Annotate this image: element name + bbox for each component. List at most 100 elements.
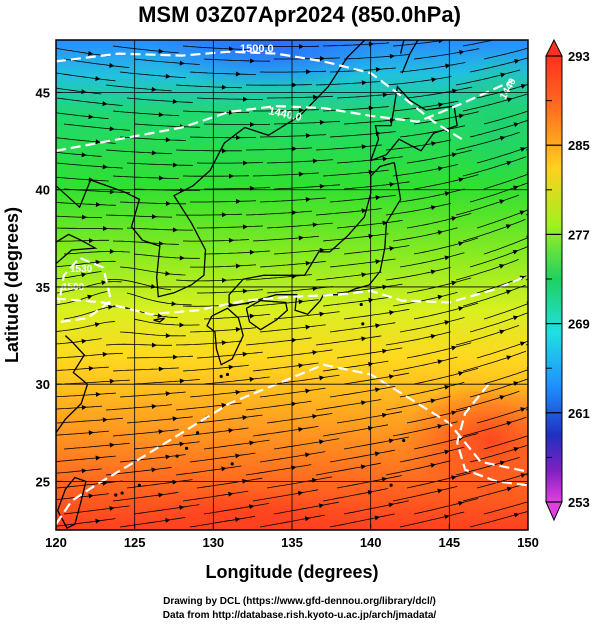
streamline xyxy=(476,83,528,99)
y-tick-label: 35 xyxy=(36,280,50,295)
streamline-arrow xyxy=(430,398,436,404)
island xyxy=(120,491,124,495)
streamline xyxy=(182,364,249,372)
streamline xyxy=(329,322,396,333)
streamline xyxy=(462,416,527,437)
streamline-arrow xyxy=(242,288,248,294)
streamline-arrow xyxy=(444,320,450,326)
streamline-arrow xyxy=(438,102,444,108)
streamline xyxy=(343,54,410,60)
streamline-arrow xyxy=(595,297,599,302)
streamline xyxy=(533,26,596,46)
streamline-arrow xyxy=(582,118,588,123)
streamline xyxy=(56,321,116,332)
height-contour xyxy=(456,383,528,487)
streamline-arrow xyxy=(298,43,304,49)
streamline-arrow xyxy=(437,294,444,300)
streamline xyxy=(533,88,595,111)
streamline xyxy=(63,379,130,385)
streamline xyxy=(392,291,458,307)
streamline xyxy=(455,132,520,151)
streamline-arrow xyxy=(242,351,248,357)
streamline xyxy=(385,266,451,281)
streamline-arrow xyxy=(505,289,512,295)
x-tick-label: 125 xyxy=(124,535,146,550)
streamline xyxy=(462,350,527,372)
lat-lon-grid xyxy=(56,40,528,530)
streamline-arrow xyxy=(249,58,255,64)
streamline-arrow xyxy=(594,231,599,236)
streamline xyxy=(119,266,186,276)
streamline xyxy=(203,123,271,125)
streamline-arrow xyxy=(108,304,114,310)
streamline xyxy=(203,503,270,515)
streamline-arrow xyxy=(581,311,587,316)
streamline xyxy=(455,69,521,86)
streamline-arrow xyxy=(431,77,437,83)
streamline-arrow xyxy=(568,392,574,397)
colorbar-tick-label: 269 xyxy=(568,317,590,332)
streamline-arrow xyxy=(576,485,582,490)
streamline-arrow xyxy=(228,491,234,497)
streamline xyxy=(413,174,479,190)
streamline-arrow xyxy=(589,404,595,409)
streamline xyxy=(322,488,388,502)
streamline xyxy=(189,515,256,528)
streamline-arrow xyxy=(305,452,311,458)
streamline-arrow xyxy=(291,401,297,407)
streamline xyxy=(105,149,172,154)
streamline-arrow xyxy=(179,255,185,261)
streamline xyxy=(119,331,186,337)
island xyxy=(184,446,189,450)
streamline-arrow xyxy=(368,105,374,111)
streamline xyxy=(56,201,116,206)
streamline xyxy=(329,131,396,138)
streamline-arrow xyxy=(165,270,171,276)
streamline xyxy=(399,446,465,463)
streamline xyxy=(266,413,333,424)
streamline xyxy=(56,47,109,57)
streamline xyxy=(483,47,528,60)
streamline xyxy=(126,97,193,103)
streamline-arrow xyxy=(88,430,94,436)
streamline xyxy=(175,402,242,411)
streamline xyxy=(385,202,451,216)
streamline-arrow xyxy=(499,395,506,400)
streamline-arrow xyxy=(444,384,450,390)
streamline xyxy=(533,279,593,307)
coastline xyxy=(370,85,458,162)
streamline xyxy=(126,355,194,359)
colorbar-top-arrow xyxy=(545,38,563,57)
streamline-arrow xyxy=(242,224,248,230)
streamline xyxy=(245,337,312,346)
streamline xyxy=(399,125,466,138)
streamline xyxy=(399,381,465,398)
streamline xyxy=(329,194,396,203)
streamline-arrow xyxy=(172,354,178,360)
streamline-arrow xyxy=(437,230,444,236)
streamline-arrow xyxy=(221,402,227,408)
streamline xyxy=(189,71,256,75)
streamline-arrow xyxy=(158,112,164,118)
streamline-arrow xyxy=(375,195,381,201)
streamline-arrow xyxy=(81,272,87,278)
streamline xyxy=(252,235,319,242)
streamline-arrow xyxy=(573,219,579,224)
streamline xyxy=(385,76,452,86)
streamline-arrow xyxy=(151,214,157,220)
streamline xyxy=(204,187,271,190)
streamline-arrow xyxy=(513,447,520,452)
streamline-arrow xyxy=(102,417,108,423)
streamline xyxy=(336,156,403,164)
streamline xyxy=(259,514,325,528)
streamline-arrow xyxy=(298,235,304,241)
streamline xyxy=(266,159,333,164)
streamline-arrow xyxy=(513,122,520,128)
streamline xyxy=(56,430,109,436)
streamline xyxy=(112,492,179,502)
streamline-arrow xyxy=(506,160,512,166)
streamline xyxy=(252,426,319,437)
streamline xyxy=(259,197,326,203)
streamline-arrow xyxy=(520,83,527,89)
streamline-arrow xyxy=(242,160,248,166)
